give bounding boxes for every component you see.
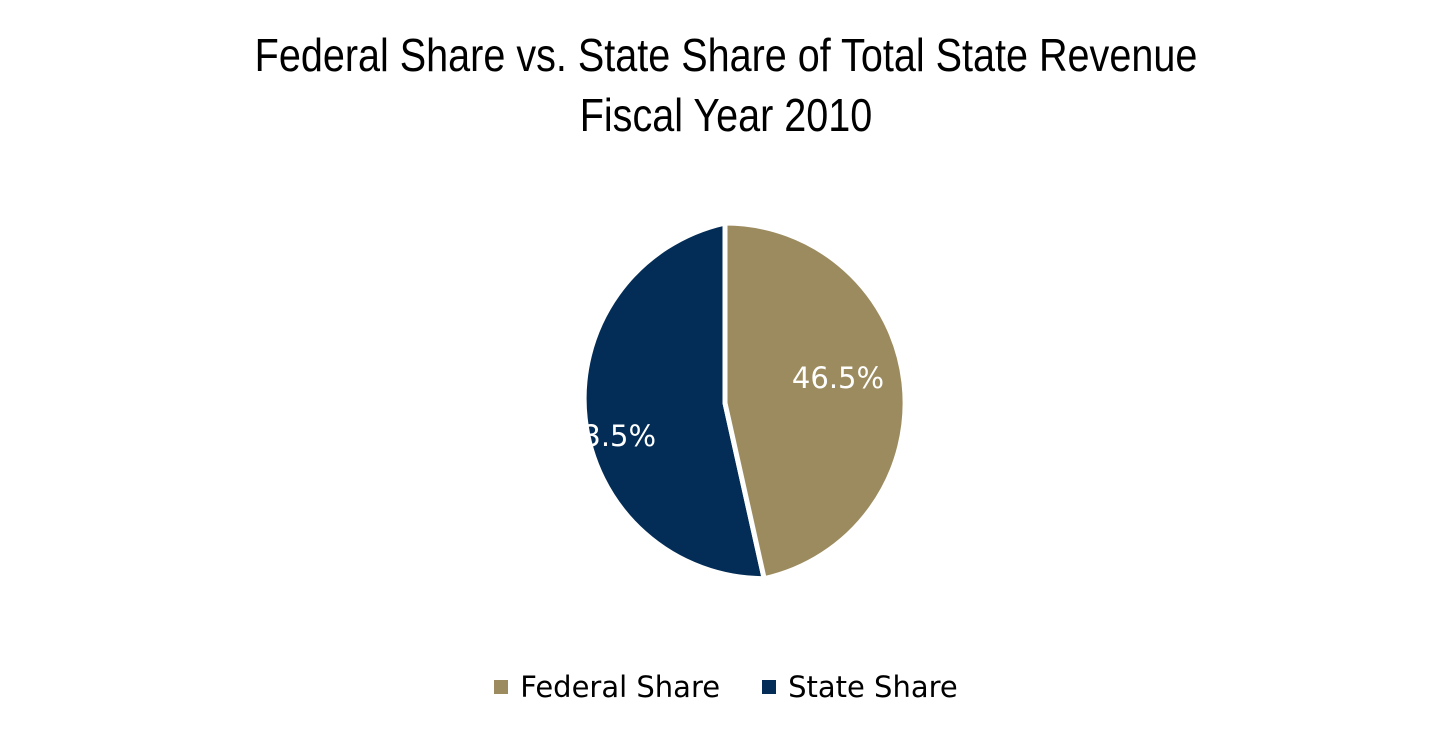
pie-slice-state[interactable] xyxy=(581,220,767,582)
data-label-federal: 46.5% xyxy=(792,361,884,395)
legend-item-federal: Federal Share xyxy=(494,670,720,704)
legend-swatch-federal-icon xyxy=(494,680,509,694)
legend-label-federal: Federal Share xyxy=(520,670,721,704)
legend-item-state: State Share xyxy=(762,670,958,704)
legend-label-state: State Share xyxy=(788,670,958,704)
pie-slice-federal[interactable] xyxy=(722,220,908,582)
legend: Federal Share State Share xyxy=(0,670,1452,704)
data-label-state: 53.5% xyxy=(564,419,656,453)
legend-swatch-state-icon xyxy=(762,680,777,694)
chart-title-line2: Fiscal Year 2010 xyxy=(579,89,873,141)
chart-title-line1: Federal Share vs. State Share of Total S… xyxy=(254,29,1198,81)
